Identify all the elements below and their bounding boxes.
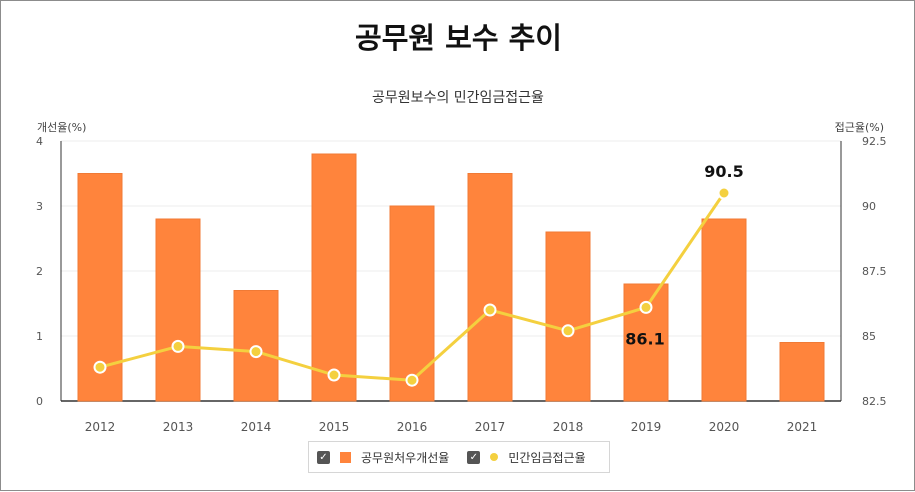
left-tick-label: 2: [36, 265, 43, 278]
x-tick-label: 2021: [787, 420, 818, 434]
left-tick-label: 3: [36, 200, 43, 213]
bar: [311, 153, 357, 402]
x-tick-label: 2018: [553, 420, 584, 434]
legend-item-line-series[interactable]: ✓ 민간임금접근율: [467, 449, 586, 466]
line-point: [249, 345, 263, 359]
line-point: [171, 339, 185, 353]
checkbox-checked-icon[interactable]: ✓: [317, 450, 330, 464]
line-point: [405, 373, 419, 387]
line-point: [561, 324, 575, 338]
line-point: [327, 368, 341, 382]
bar: [467, 173, 513, 402]
left-tick-label: 4: [36, 135, 43, 148]
legend: ✓ 공무원처우개선율 ✓ 민간임금접근율: [308, 441, 610, 473]
data-label: 90.5: [704, 162, 743, 181]
right-tick-label: 82.5: [862, 395, 887, 408]
line-dot-swatch-icon: [490, 453, 499, 461]
x-tick-label: 2012: [85, 420, 116, 434]
x-tick-label: 2017: [475, 420, 506, 434]
x-tick-label: 2014: [241, 420, 272, 434]
bar: [779, 342, 825, 402]
line-point: [93, 360, 107, 374]
line-point: [639, 300, 653, 314]
bar: [155, 218, 201, 402]
checkbox-checked-icon[interactable]: ✓: [467, 450, 481, 464]
legend-label-bar-series: 공무원처우개선율: [361, 450, 450, 465]
right-axis-label: 접근율(%): [835, 121, 884, 134]
left-axis-label: 개선율(%): [37, 121, 86, 134]
chart-subtitle: 공무원보수의 민간임금접근율: [372, 90, 544, 106]
data-label: 86.1: [625, 329, 664, 348]
line-point: [717, 186, 731, 200]
bar: [545, 231, 591, 402]
x-tick-label: 2016: [397, 420, 428, 434]
bar-swatch-icon: [340, 451, 351, 463]
page-title: 공무원 보수 추이: [355, 21, 562, 55]
right-tick-label: 87.5: [862, 265, 887, 278]
right-tick-label: 85: [862, 330, 876, 343]
x-tick-label: 2015: [319, 420, 350, 434]
right-tick-label: 92.5: [862, 135, 887, 148]
x-tick-label: 2020: [709, 420, 740, 434]
legend-label-line-series: 민간임금접근율: [508, 450, 586, 465]
bar: [623, 283, 669, 402]
bar: [389, 205, 435, 402]
right-tick-label: 90: [862, 200, 876, 213]
x-tick-label: 2019: [631, 420, 662, 434]
left-tick-label: 0: [36, 395, 43, 408]
legend-item-bar-series[interactable]: ✓ 공무원처우개선율: [317, 449, 449, 466]
line-point: [483, 303, 497, 317]
x-tick-label: 2013: [163, 420, 194, 434]
left-tick-label: 1: [36, 330, 43, 343]
bar: [701, 218, 747, 402]
